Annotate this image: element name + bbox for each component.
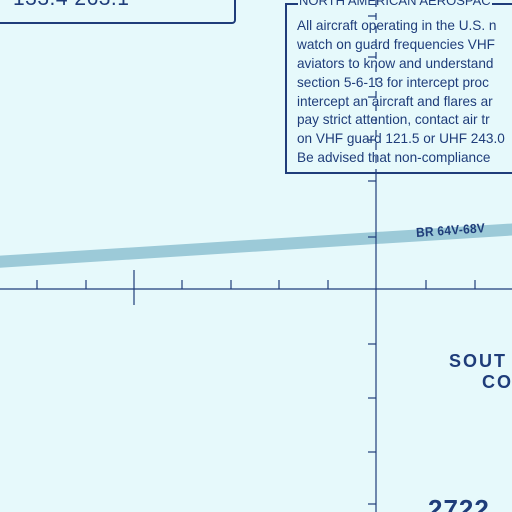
latitude-ticks (36, 270, 476, 305)
bottom-elevation-figure: 2722 (428, 494, 490, 512)
longitude-ticks (368, 15, 376, 505)
notice-line: Be advised that non-compliance (297, 150, 491, 165)
notice-line: intercept an aircraft and flares ar (297, 94, 493, 109)
notice-line: section 5-6-13 for intercept proc (297, 75, 489, 90)
area-label-line-2: CO (482, 372, 512, 392)
notice-line: on VHF guard 121.5 or UHF 243.0 (297, 131, 505, 146)
frequency-box: 133.4 263.1 (0, 0, 236, 24)
notice-line: aviators to know and understand (297, 56, 494, 71)
notice-line: watch on guard frequencies VHF (297, 37, 495, 52)
military-route-band (0, 223, 512, 268)
notice-line: All aircraft operating in the U.S. n (297, 18, 497, 33)
area-label-line-1: SOUT (449, 351, 508, 371)
frequency-text: 133.4 263.1 (13, 0, 129, 9)
norad-notice-box (285, 3, 512, 174)
notice-title: NORTH AMERICAN AEROSPAC (298, 0, 492, 8)
notice-line: pay strict attention, contact air tr (297, 112, 490, 127)
